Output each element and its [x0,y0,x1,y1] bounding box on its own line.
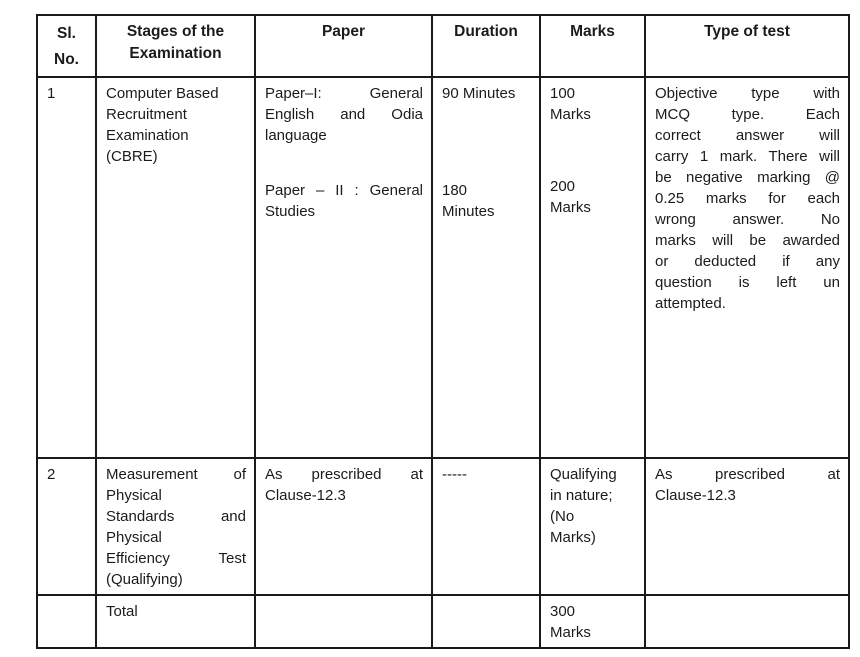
cell-line: Physical [106,529,162,546]
cell-line: in nature; [550,487,613,504]
cell-line: 180 [442,182,468,199]
table-row-total: Total 300 Marks [36,594,850,649]
cell-line: Qualifying [550,466,617,483]
cell-line: As prescribed at [265,466,423,483]
cell-line: Examination [106,127,189,144]
header-cell-sl-no: Sl. No. [36,14,97,78]
cell-line: English and Odia [265,106,423,123]
cell-line: or deducted if any [655,253,840,270]
cell-line: Measurement of [106,466,246,483]
cell-line: attempted. [655,295,726,312]
cell-line: Physical [106,487,162,504]
cell-stages-cbre: Computer Based Recruitment Examination (… [95,76,256,459]
cell-line: 100 [550,85,576,102]
cell-line: Clause-12.3 [265,487,346,504]
exam-scheme-table: Sl. No. Stages of the Examination Paper … [36,14,850,649]
header-row: Sl. No. Stages of the Examination Paper … [36,14,850,78]
cell-total-label: Total [95,594,256,649]
cell-line: As prescribed at [655,466,840,483]
cell-line: (No [550,508,575,525]
cell-line: Clause-12.3 [655,487,736,504]
cell-line: Marks) [550,529,596,546]
cell-total-marks: 300 Marks [539,594,646,649]
header-cell-duration: Duration [431,14,541,78]
cell-line: Paper–I: General [265,85,423,102]
cell-total-sl-empty [36,594,97,649]
cell-line: 300 [550,603,576,620]
cell-spacer [550,125,636,176]
cell-line: Efficiency Test [106,550,246,567]
cell-type-cbre: Objective type with MCQ type. Each corre… [644,76,850,459]
cell-line: Standards and [106,508,246,525]
cell-line: (CBRE) [106,148,158,165]
cell-line: 90 Minutes [442,85,516,102]
cell-line: Recruitment [106,106,187,123]
cell-line: Objective type with [655,85,840,102]
header-cell-type-of-test: Type of test [644,14,850,78]
table-row-physical-test: 2 Measurement of Physical Standards and … [36,457,850,596]
header-sl-line1: Sl. [57,25,76,42]
cell-line: language [265,127,327,144]
header-cell-paper: Paper [254,14,433,78]
table-row-cbre: 1 Computer Based Recruitment Examination… [36,76,850,459]
cell-spacer [265,146,423,180]
header-cell-marks: Marks [539,14,646,78]
cell-line: wrong answer. No [655,211,840,228]
cell-line: Marks [550,624,591,641]
cell-stages-physical: Measurement of Physical Standards and Ph… [95,457,256,596]
cell-line: (Qualifying) [106,571,183,588]
header-cell-stages: Stages of the Examination [95,14,256,78]
cell-paper-physical: As prescribed at Clause-12.3 [254,457,433,596]
cell-line: carry 1 mark. There will [655,148,840,165]
cell-marks-cbre: 100 Marks 200 Marks [539,76,646,459]
cell-line: Studies [265,203,316,220]
cell-type-physical: As prescribed at Clause-12.3 [644,457,850,596]
cell-line: question is left un [655,274,840,291]
cell-total-duration-empty [431,594,541,649]
cell-duration-cbre: 90 Minutes 180 Minutes [431,76,541,459]
cell-line: Marks [550,106,591,123]
cell-sl-1: 1 [36,76,97,459]
cell-total-type-empty [644,594,850,649]
cell-line: MCQ type. Each [655,106,840,123]
header-sl-line2: No. [54,51,79,68]
exam-scheme-table-wrap: Sl. No. Stages of the Examination Paper … [36,14,850,649]
cell-line: Computer Based [106,85,219,102]
cell-marks-physical: Qualifying in nature; (No Marks) [539,457,646,596]
cell-spacer [442,104,531,180]
cell-line: correct answer will [655,127,840,144]
cell-sl-2: 2 [36,457,97,596]
cell-line: 200 [550,178,576,195]
cell-line: Minutes [442,203,495,220]
cell-paper-cbre: Paper–I: General English and Odia langua… [254,76,433,459]
cell-line: marks will be awarded [655,232,840,249]
cell-duration-physical: ----- [431,457,541,596]
cell-line: be negative marking @ [655,169,840,186]
cell-line: 0.25 marks for each [655,190,840,207]
cell-total-paper-empty [254,594,433,649]
cell-line: Marks [550,199,591,216]
cell-line: Paper – II : General [265,182,423,199]
